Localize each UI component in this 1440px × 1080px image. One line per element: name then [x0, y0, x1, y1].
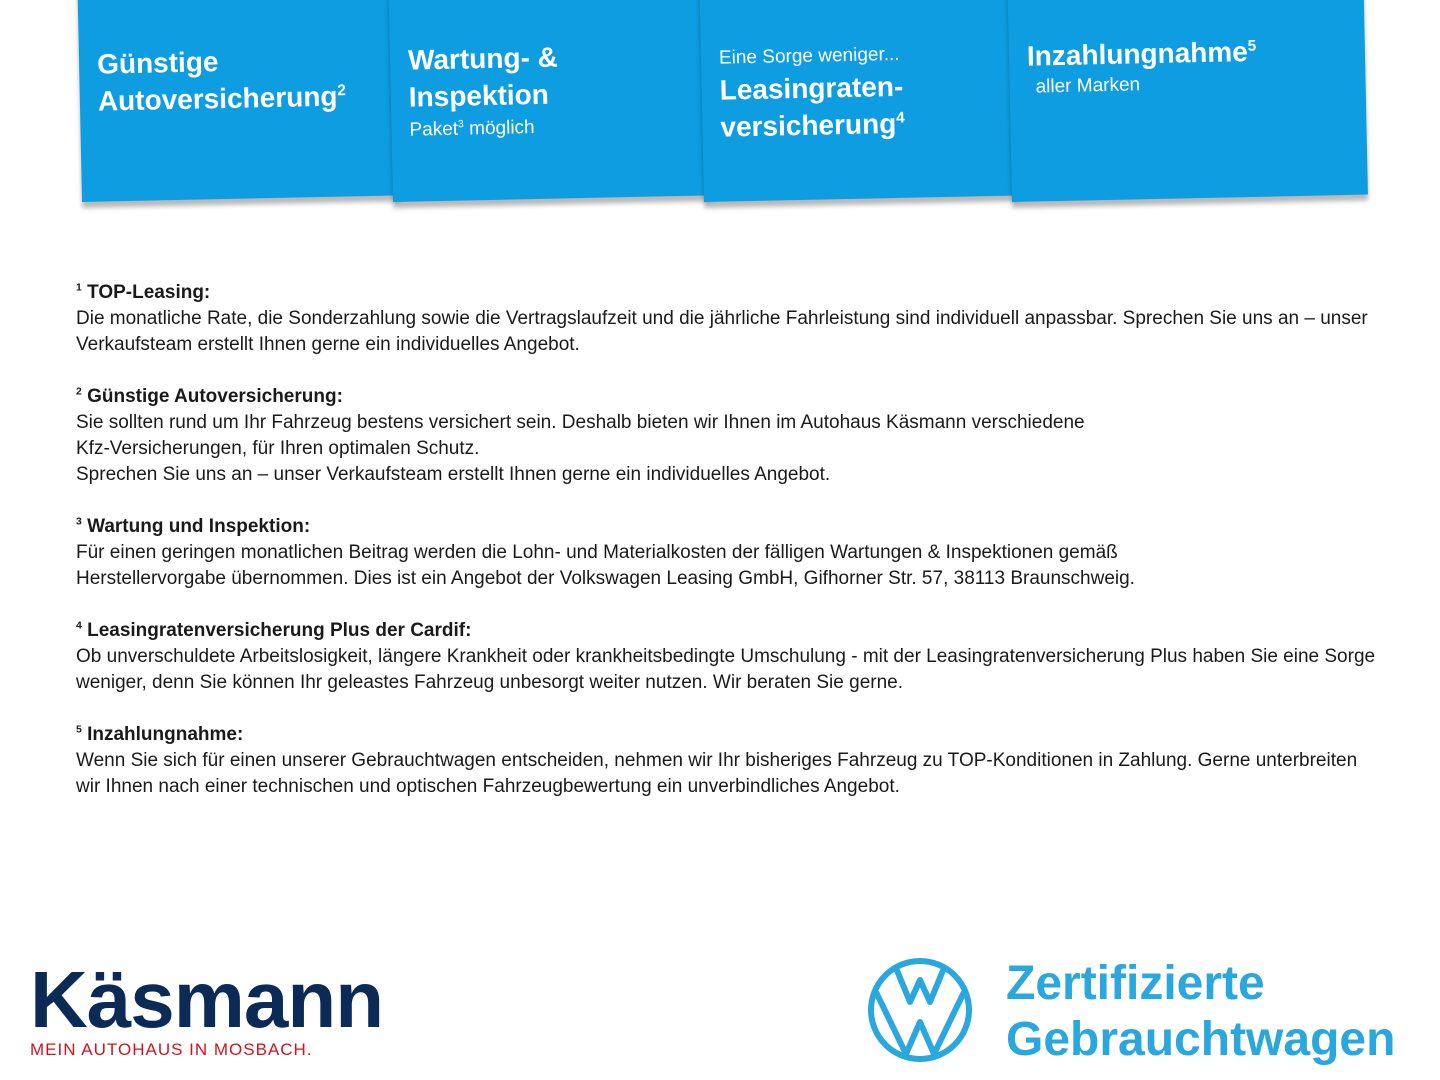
vw-logo-icon: [868, 958, 972, 1062]
card-wartung: Wartung- & Inspektion Paket3 möglich: [388, 0, 711, 202]
card-title-line: Leasingraten-: [719, 70, 904, 106]
dealer-logo: Käsmann MEIN AUTOHAUS IN MOSBACH.: [30, 955, 384, 1060]
footnote-title: Inzahlungnahme:: [87, 724, 244, 745]
footnote-number: 4: [76, 620, 82, 632]
footnote-2: 2 Günstige Autoversicherung: Sie sollten …: [76, 384, 1376, 488]
card-subtitle: möglich: [463, 117, 535, 140]
footnote-number: 5: [76, 724, 82, 736]
card-subtitle: aller Marken: [1035, 74, 1141, 98]
card-title-line: Inzahlungnahme: [1026, 36, 1249, 72]
footnote-5: 5 Inzahlungnahme: Wenn Sie sich für einen…: [76, 722, 1376, 800]
card-autoversicherung: Günstige Autoversicherung2: [77, 0, 400, 202]
footnote-text: Für einen geringen monatlichen Beitrag w…: [76, 542, 1135, 589]
vw-label-line: Zertifizierte: [1006, 957, 1265, 1010]
footnote-ref: 5: [1247, 37, 1257, 55]
footnote-4: 4 Leasingratenversicherung Plus der Card…: [76, 618, 1376, 696]
footnote-1: 1 TOP-Leasing: Die monatliche Rate, die S…: [76, 280, 1376, 358]
footnote-title: Wartung und Inspektion:: [87, 516, 311, 537]
card-title-line: Wartung- &: [407, 41, 559, 76]
vw-label-line: Gebrauchtwagen: [1006, 1013, 1396, 1066]
footnote-3: 3 Wartung und Inspektion: Für einen gerin…: [76, 514, 1376, 592]
footnotes: 1 TOP-Leasing: Die monatliche Rate, die S…: [76, 280, 1376, 826]
footnote-title: Günstige Autoversicherung:: [87, 386, 343, 407]
card-title-line: versicherung: [720, 107, 897, 143]
footnote-text: Ob unverschuldete Arbeitslosigkeit, läng…: [76, 646, 1376, 693]
card-title-line: Günstige: [96, 46, 219, 80]
card-inzahlungnahme: Inzahlungnahme5 aller Marken: [1007, 0, 1368, 203]
footnote-text: Sie sollten rund um Ihr Fahrzeug bestens…: [76, 412, 1085, 485]
card-leasingratenversicherung: Eine Sorge weniger... Leasingraten- vers…: [699, 0, 1018, 202]
footnote-ref: 4: [895, 109, 905, 127]
footnote-title: Leasingratenversicherung Plus der Cardif…: [87, 620, 472, 641]
footnote-title: TOP-Leasing:: [87, 282, 211, 303]
footnote-text: Wenn Sie sich für einen unserer Gebrauch…: [76, 750, 1358, 797]
footnote-number: 2: [76, 386, 82, 398]
footnote-number: 3: [76, 516, 82, 528]
footnote-text: Die monatliche Rate, die Sonderzahlung s…: [76, 308, 1368, 355]
dealer-name: Käsmann: [30, 955, 384, 1044]
card-title-line: Inspektion: [408, 78, 550, 113]
footnote-ref: 2: [337, 82, 347, 100]
card-subtitle: Paket: [409, 118, 459, 141]
footnote-number: 1: [76, 282, 82, 294]
card-title-line: Autoversicherung: [97, 80, 338, 117]
dealer-tagline: MEIN AUTOHAUS IN MOSBACH.: [30, 1040, 313, 1059]
vw-certified-label: Zertifizierte Gebrauchtwagen: [1006, 956, 1395, 1068]
